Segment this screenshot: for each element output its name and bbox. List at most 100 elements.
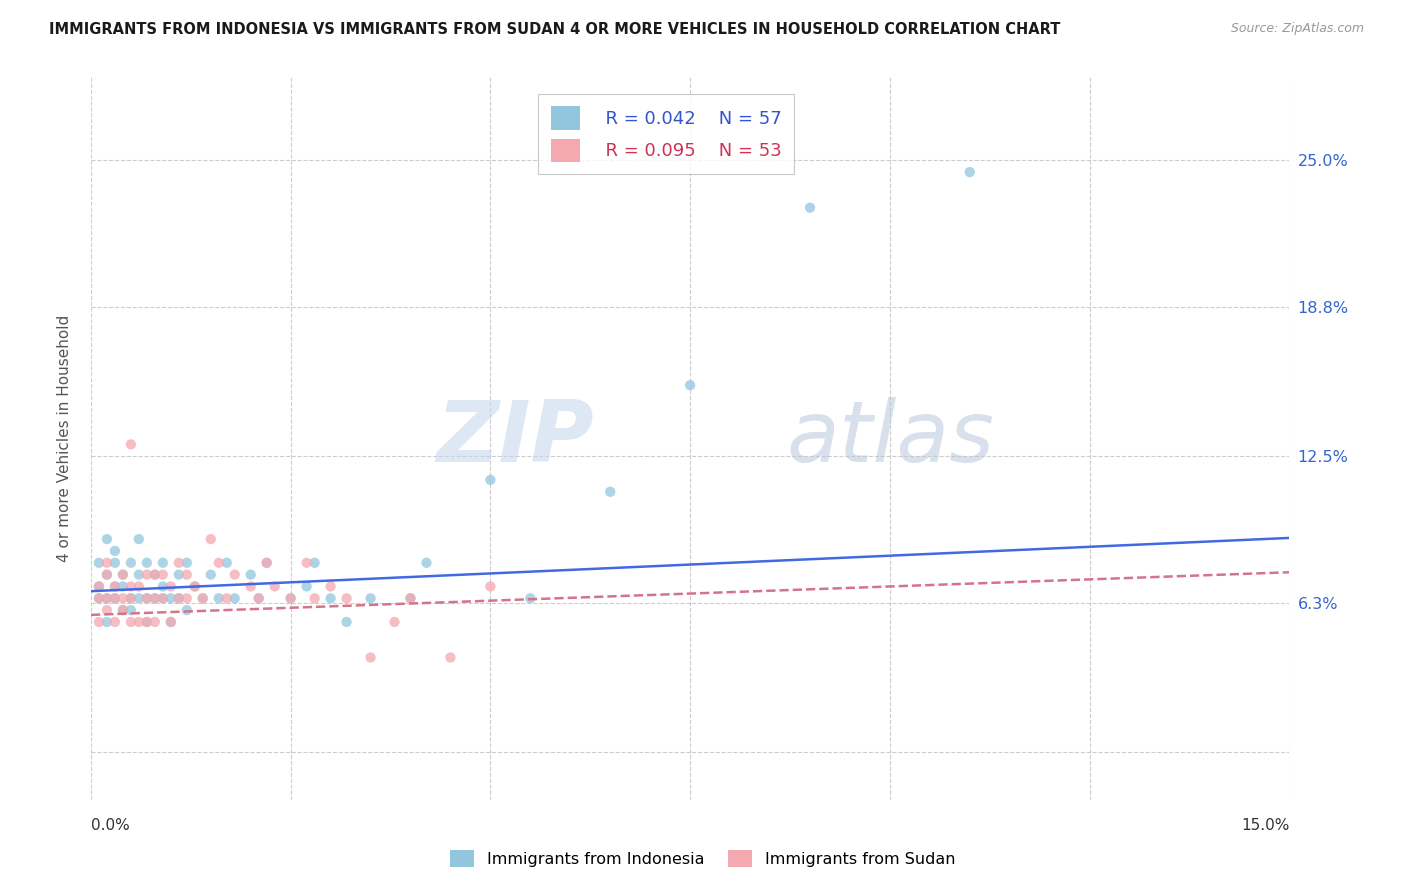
Point — [295, 579, 318, 593]
Point — [87, 579, 110, 593]
Point — [167, 556, 190, 570]
Text: 0.0%: 0.0% — [91, 818, 129, 833]
Point — [87, 591, 110, 606]
Point — [104, 591, 127, 606]
Point — [167, 591, 190, 606]
Point — [184, 579, 207, 593]
Point — [399, 591, 422, 606]
Point — [104, 615, 127, 629]
Point — [120, 591, 142, 606]
Point — [224, 567, 246, 582]
Point — [191, 591, 214, 606]
Text: Source: ZipAtlas.com: Source: ZipAtlas.com — [1230, 22, 1364, 36]
Point — [135, 567, 157, 582]
Point — [256, 556, 278, 570]
Point — [120, 603, 142, 617]
Point — [959, 165, 981, 179]
Point — [215, 556, 238, 570]
Point — [336, 615, 359, 629]
Point — [167, 591, 190, 606]
Point — [159, 615, 181, 629]
Point — [799, 201, 821, 215]
Point — [104, 591, 127, 606]
Point — [143, 591, 166, 606]
Point — [280, 591, 302, 606]
Point — [239, 579, 262, 593]
Point — [111, 603, 134, 617]
Point — [143, 591, 166, 606]
Point — [96, 567, 118, 582]
Point — [128, 615, 150, 629]
Point — [176, 556, 198, 570]
Point — [128, 591, 150, 606]
Point — [120, 556, 142, 570]
Point — [111, 579, 134, 593]
Point — [135, 556, 157, 570]
Point — [384, 615, 406, 629]
Legend:   R = 0.042    N = 57,   R = 0.095    N = 53: R = 0.042 N = 57, R = 0.095 N = 53 — [538, 94, 794, 175]
Point — [399, 591, 422, 606]
Point — [135, 591, 157, 606]
Text: 15.0%: 15.0% — [1241, 818, 1289, 833]
Point — [247, 591, 270, 606]
Point — [208, 591, 231, 606]
Point — [295, 556, 318, 570]
Point — [479, 473, 502, 487]
Point — [96, 532, 118, 546]
Point — [143, 567, 166, 582]
Point — [120, 579, 142, 593]
Point — [479, 579, 502, 593]
Point — [304, 591, 326, 606]
Point — [247, 591, 270, 606]
Point — [96, 603, 118, 617]
Point — [159, 615, 181, 629]
Point — [96, 591, 118, 606]
Point — [319, 579, 342, 593]
Point — [111, 567, 134, 582]
Point — [128, 579, 150, 593]
Text: ZIP: ZIP — [437, 397, 595, 480]
Point — [135, 615, 157, 629]
Point — [599, 484, 621, 499]
Point — [120, 615, 142, 629]
Point — [360, 591, 382, 606]
Point — [152, 591, 174, 606]
Point — [87, 615, 110, 629]
Point — [191, 591, 214, 606]
Point — [143, 615, 166, 629]
Point — [159, 591, 181, 606]
Point — [104, 579, 127, 593]
Text: atlas: atlas — [786, 397, 994, 480]
Point — [135, 615, 157, 629]
Point — [104, 544, 127, 558]
Point — [360, 650, 382, 665]
Point — [96, 567, 118, 582]
Point — [239, 567, 262, 582]
Point — [111, 591, 134, 606]
Point — [415, 556, 437, 570]
Point — [104, 579, 127, 593]
Point — [87, 579, 110, 593]
Point — [167, 567, 190, 582]
Point — [280, 591, 302, 606]
Point — [679, 378, 702, 392]
Point — [152, 579, 174, 593]
Point — [87, 556, 110, 570]
Point — [184, 579, 207, 593]
Point — [224, 591, 246, 606]
Point — [152, 591, 174, 606]
Point — [143, 567, 166, 582]
Point — [208, 556, 231, 570]
Text: IMMIGRANTS FROM INDONESIA VS IMMIGRANTS FROM SUDAN 4 OR MORE VEHICLES IN HOUSEHO: IMMIGRANTS FROM INDONESIA VS IMMIGRANTS … — [49, 22, 1060, 37]
Point — [439, 650, 461, 665]
Point — [200, 532, 222, 546]
Point — [304, 556, 326, 570]
Point — [176, 603, 198, 617]
Point — [152, 556, 174, 570]
Point — [135, 591, 157, 606]
Y-axis label: 4 or more Vehicles in Household: 4 or more Vehicles in Household — [58, 315, 72, 562]
Point — [176, 567, 198, 582]
Legend: Immigrants from Indonesia, Immigrants from Sudan: Immigrants from Indonesia, Immigrants fr… — [444, 843, 962, 873]
Point — [200, 567, 222, 582]
Point — [111, 567, 134, 582]
